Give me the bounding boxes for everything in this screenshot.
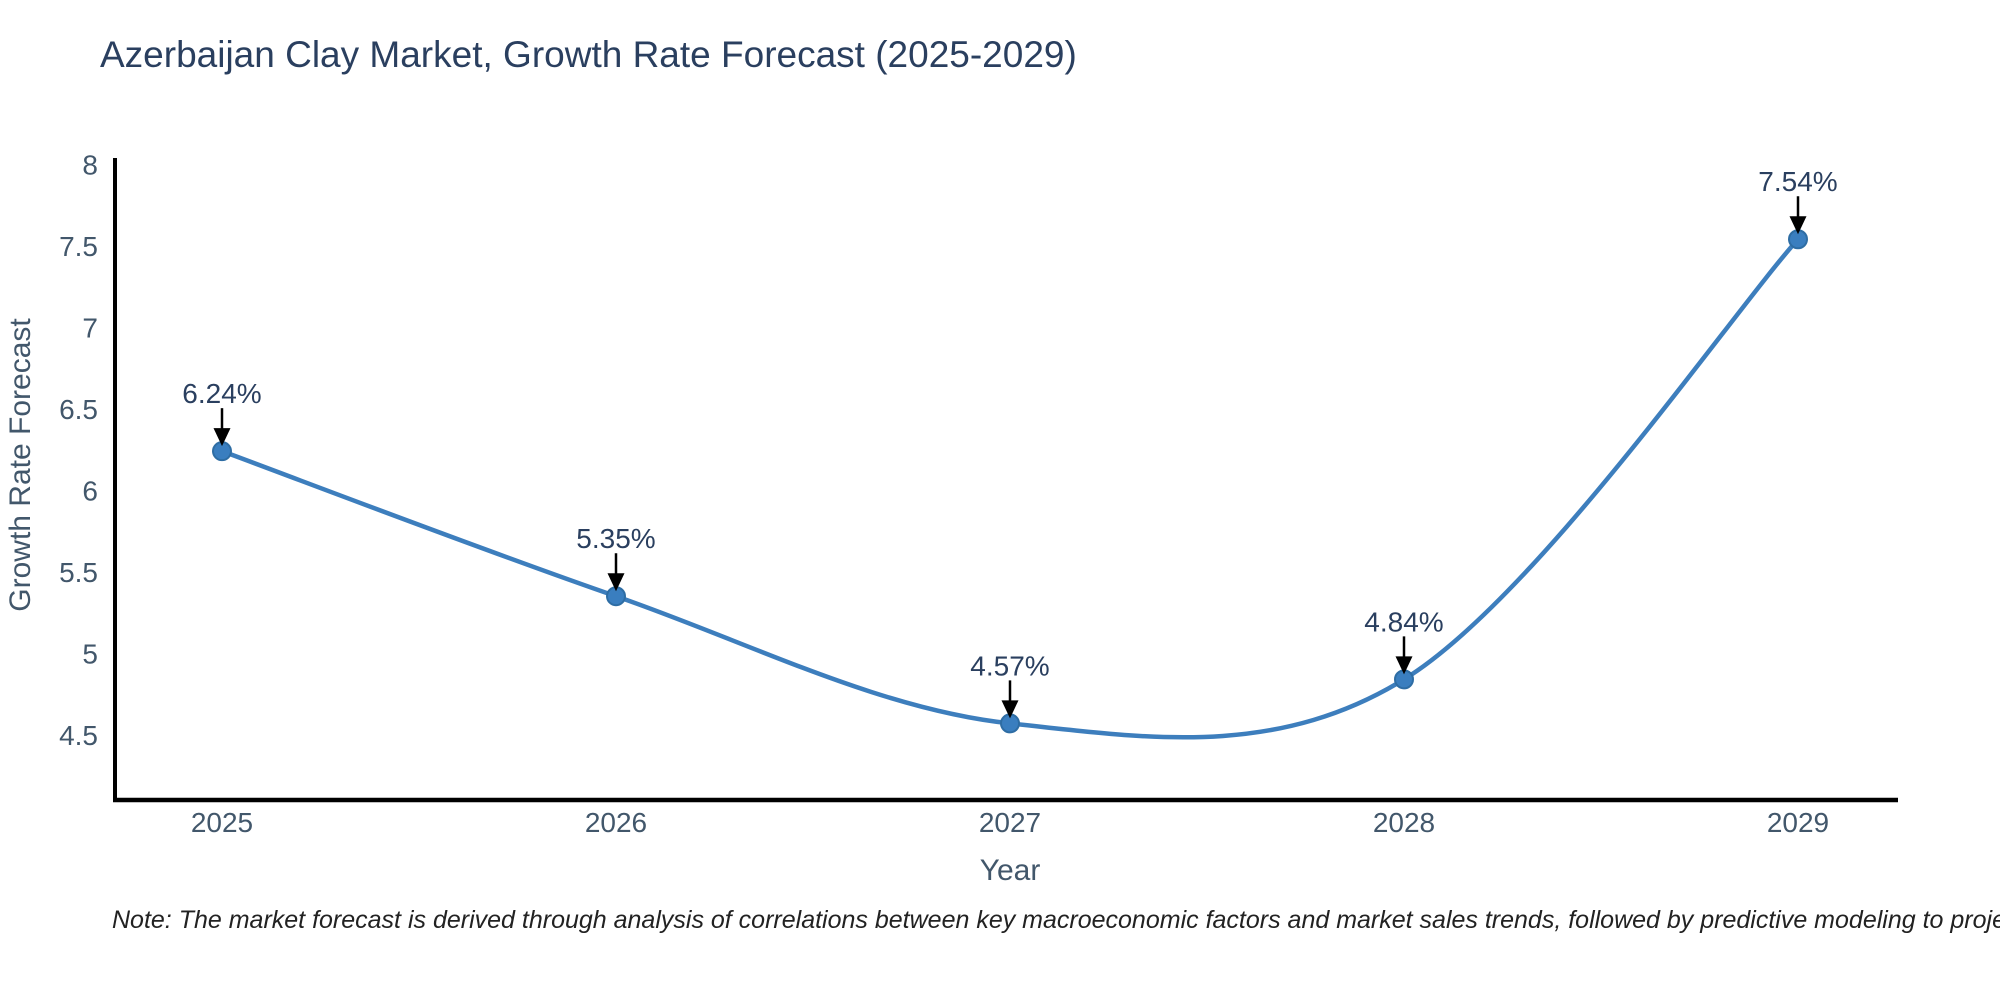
chart-footnote: Note: The market forecast is derived thr… <box>112 906 2000 934</box>
data-point-label: 4.57% <box>970 650 1049 681</box>
y-tick-label: 5 <box>82 638 98 669</box>
y-tick-label: 5.5 <box>59 557 98 588</box>
x-tick-label: 2026 <box>585 807 647 838</box>
chart-title: Azerbaijan Clay Market, Growth Rate Fore… <box>100 34 1077 75</box>
y-tick-label: 6 <box>82 475 98 506</box>
x-tick-label: 2028 <box>1373 807 1435 838</box>
annotation-arrow-head-icon <box>1395 656 1413 675</box>
y-tick-label: 6.5 <box>59 394 98 425</box>
y-tick-label: 7.5 <box>59 231 98 262</box>
y-tick-label: 7 <box>82 312 98 343</box>
forecast-spline-line <box>219 236 1801 740</box>
y-axis-title: Growth Rate Forecast <box>4 318 37 612</box>
data-point-label: 5.35% <box>576 523 655 554</box>
annotation-arrow-head-icon <box>1789 216 1807 235</box>
y-tick-label: 8 <box>82 149 98 180</box>
data-point-label: 7.54% <box>1758 166 1837 197</box>
data-point-label: 6.24% <box>182 378 261 409</box>
x-axis-title: Year <box>980 854 1041 887</box>
x-tick-label: 2025 <box>191 807 253 838</box>
x-tick-label: 2029 <box>1767 807 1829 838</box>
x-tick-label: 2027 <box>979 807 1041 838</box>
y-tick-label: 4.5 <box>59 720 98 751</box>
annotation-arrow-head-icon <box>213 428 231 447</box>
data-point-label: 4.84% <box>1364 606 1443 637</box>
annotation-arrow-head-icon <box>607 573 625 592</box>
annotation-arrow-head-icon <box>1001 700 1019 719</box>
